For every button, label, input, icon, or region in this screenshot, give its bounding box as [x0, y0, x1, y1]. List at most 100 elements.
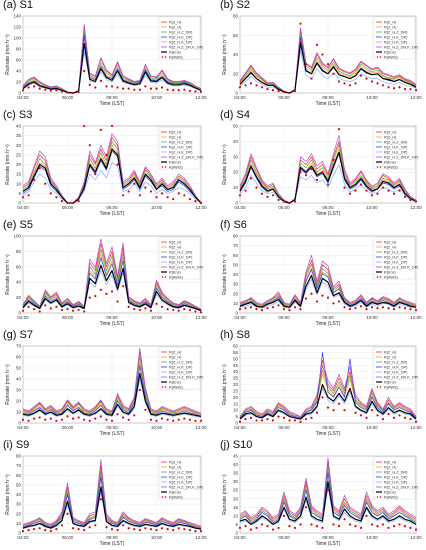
x-tick-label: 12:00	[195, 425, 207, 430]
aws-point	[183, 88, 186, 91]
aws-point	[398, 523, 401, 526]
legend-label: R(Z_H,K_DP)	[169, 475, 193, 479]
aws-point	[293, 89, 297, 93]
aws-point	[177, 418, 180, 421]
y-tick-label: 30	[16, 388, 22, 393]
legend-label: R(Z_H)	[384, 130, 397, 134]
aws-point	[271, 306, 275, 309]
aws-point	[244, 189, 247, 192]
legend-swatch	[376, 496, 379, 498]
series-line	[239, 481, 417, 526]
series-line	[239, 364, 417, 417]
aws-point	[88, 83, 91, 86]
aws-point	[38, 167, 41, 170]
aws-point	[365, 514, 368, 517]
aws-point	[160, 192, 164, 195]
x-tick-label: 10:00	[366, 315, 378, 320]
aws-point	[116, 163, 119, 166]
aws-point	[49, 192, 52, 195]
y-tick-label: 10	[233, 513, 239, 518]
aws-point	[49, 529, 52, 533]
aws-point	[249, 416, 253, 419]
y-tick-label: 40	[233, 139, 239, 144]
aws-point	[38, 310, 41, 313]
y-tick-label: 5	[18, 191, 21, 196]
aws-point	[188, 308, 191, 312]
x-tick-label: 04:00	[17, 95, 29, 100]
legend-label: R(Z_H)	[169, 25, 182, 29]
aws-point	[99, 79, 102, 82]
x-tick-label: 04:00	[17, 315, 29, 320]
aws-point	[21, 529, 25, 533]
y-tick-label: 140	[13, 14, 21, 19]
x-tick-label: 12:00	[410, 425, 422, 430]
aws-point	[110, 528, 114, 531]
legend-label: R(Z_H,K_DP)	[384, 365, 408, 369]
legend-label: R(Z_H,K_DP)	[384, 40, 408, 44]
y-tick-label: 0	[18, 201, 21, 206]
aws-point	[266, 418, 269, 421]
aws-point	[94, 173, 97, 176]
panel-title: (g) S7	[3, 329, 33, 341]
y-tick-label: 80	[233, 234, 239, 239]
aws-point	[271, 194, 275, 197]
aws-point	[277, 304, 280, 307]
aws-point	[403, 307, 407, 310]
legend-label: R(Z_H,Z_DR,K_DP)	[169, 45, 204, 49]
chart-panel: (e) S5 0 20 40 60 80 100 04:00 06:00 08:00 10:00 12…	[3, 219, 207, 327]
aws-point	[238, 194, 242, 197]
aws-point	[392, 87, 396, 90]
aws-point	[304, 506, 308, 509]
aws-point	[94, 524, 97, 527]
aws-point	[398, 414, 401, 417]
aws-point	[194, 199, 197, 203]
aws-point	[381, 306, 385, 309]
legend-label: R(Z_H)	[169, 20, 182, 24]
series-line	[22, 141, 202, 204]
aws-point	[321, 294, 324, 297]
x-tick-label: 08:00	[106, 535, 118, 540]
series-line	[239, 274, 417, 308]
aws-point	[392, 308, 396, 311]
aws-point	[94, 294, 97, 298]
legend-label: R(Z_H,K_DP)	[384, 480, 408, 484]
aws-point	[44, 88, 47, 91]
x-tick-label: 12:00	[410, 535, 422, 540]
aws-point	[337, 525, 341, 528]
aws-point	[321, 526, 324, 529]
aws-point	[127, 190, 130, 193]
x-tick-label: 06:00	[278, 315, 290, 320]
aws-point	[21, 196, 25, 199]
series-line	[22, 471, 202, 529]
aws-point	[110, 124, 114, 128]
aws-point	[249, 528, 253, 531]
series-line	[239, 465, 417, 522]
y-tick-label: 35	[233, 471, 239, 476]
aws-point	[116, 529, 119, 532]
series-line	[239, 254, 417, 305]
aws-point	[392, 525, 396, 528]
legend-label: R(Z_H)	[169, 355, 182, 359]
legend-swatch	[161, 56, 164, 58]
x-tick-label: 04:00	[17, 205, 29, 210]
aws-point	[71, 527, 75, 530]
series-line	[22, 137, 202, 204]
chart-panel: (j) S10 0 5 10 15 20 25 30 35 40 45 04:00 06:00 08:00…	[220, 439, 422, 547]
aws-point	[299, 523, 302, 526]
aws-point	[149, 190, 153, 193]
aws-point	[177, 309, 180, 312]
legend-label: R(Ens)	[384, 490, 397, 494]
aws-point	[359, 414, 363, 417]
legend-label: R(Z_H)	[169, 245, 182, 249]
y-tick-label: 20	[16, 511, 22, 516]
aws-point	[27, 419, 30, 422]
series-line	[239, 42, 417, 94]
legend-label: R(Z_H,K_DP)	[169, 370, 193, 374]
y-axis-label: Rainrate (mm h⁻¹)	[222, 144, 228, 185]
aws-point	[260, 309, 264, 312]
aws-point	[138, 308, 141, 312]
aws-point	[299, 308, 302, 311]
series-line	[239, 259, 417, 306]
y-tick-label: 30	[233, 479, 239, 484]
legend-label: R(AWS)	[169, 165, 184, 169]
